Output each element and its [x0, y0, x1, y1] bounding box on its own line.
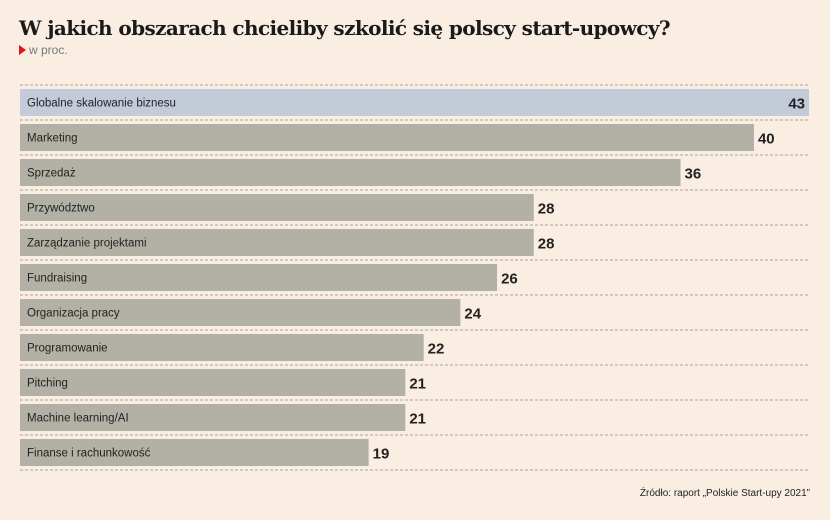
category-label: Marketing [27, 133, 78, 145]
category-label: Organizacja pracy [27, 308, 120, 320]
bar [20, 194, 534, 221]
value-label: 40 [758, 131, 775, 148]
category-label: Przywództwo [27, 203, 95, 215]
bar [20, 439, 369, 466]
unit-label: w proc. [29, 43, 68, 57]
value-label: 26 [501, 271, 518, 288]
chart-subtitle: w proc. [19, 43, 68, 57]
category-label: Machine learning/AI [27, 413, 129, 425]
category-label: Fundraising [27, 273, 87, 285]
value-label: 43 [788, 96, 805, 113]
value-label: 28 [538, 201, 555, 218]
bar [20, 124, 754, 151]
bar [20, 229, 534, 256]
value-label: 21 [409, 376, 426, 393]
category-label: Pitching [27, 378, 68, 390]
bar [20, 264, 498, 291]
category-label: Sprzedaż [27, 168, 76, 180]
source-note: Źródło: raport „Polskie Start-upy 2021” [639, 488, 810, 499]
value-label: 24 [464, 306, 481, 323]
category-label: Zarządzanie projektami [27, 238, 147, 250]
value-label: 21 [409, 411, 426, 428]
bar [20, 369, 406, 396]
value-label: 28 [538, 236, 555, 253]
bar [20, 404, 406, 431]
bar [20, 334, 424, 361]
triangle-marker-icon [19, 45, 26, 55]
value-label: 19 [373, 446, 390, 463]
bar [20, 299, 461, 326]
category-label: Programowanie [27, 343, 108, 355]
category-label: Finanse i rachunkowość [27, 448, 151, 460]
chart-title: W jakich obszarach chcieliby szkolić się… [19, 16, 671, 40]
category-label: Globalne skalowanie biznesu [27, 98, 176, 110]
bar [20, 89, 809, 116]
value-label: 36 [685, 166, 702, 183]
value-label: 22 [428, 341, 445, 358]
bar [20, 159, 681, 186]
